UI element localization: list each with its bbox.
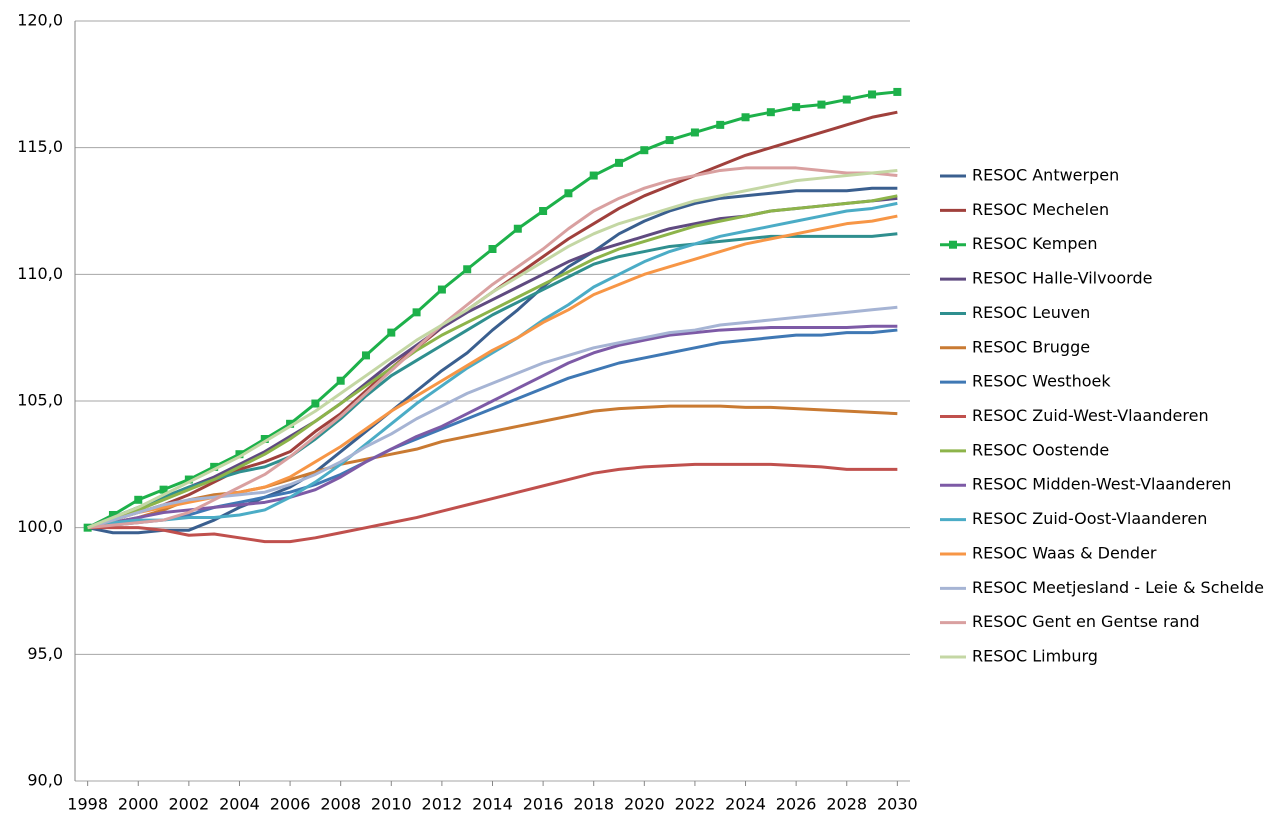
series-marker [513, 224, 522, 233]
series-marker [766, 108, 775, 117]
y-tick-label: 120,0 [17, 11, 63, 30]
legend-label: RESOC Brugge [972, 337, 1090, 356]
series-line [87, 404, 898, 530]
series-marker [868, 90, 877, 99]
x-tick-label: 2026 [776, 795, 817, 814]
series-line [87, 324, 898, 530]
y-tick-label: 95,0 [27, 644, 63, 663]
series-marker [716, 120, 725, 129]
x-tick-label: 2016 [523, 795, 564, 814]
legend-label: RESOC Zuid-West-Vlaanderen [972, 406, 1209, 425]
series-marker [311, 399, 320, 408]
x-tick-label: 2024 [725, 795, 766, 814]
series-marker [235, 450, 244, 459]
x-tick-label: 2014 [472, 795, 513, 814]
legend-label: RESOC Oostende [972, 440, 1109, 459]
series-marker [893, 87, 902, 96]
series-marker [640, 146, 649, 155]
series-marker [842, 95, 851, 104]
x-tick-label: 2028 [826, 795, 867, 814]
x-tick-label: 2020 [624, 795, 665, 814]
y-tick-label: 115,0 [17, 137, 63, 156]
series-line [87, 201, 898, 530]
y-tick-label: 105,0 [17, 391, 63, 410]
series-marker [463, 265, 472, 274]
series-marker [387, 328, 396, 337]
series-marker [741, 113, 750, 122]
x-tick-label: 1998 [67, 795, 108, 814]
series-marker [108, 511, 117, 519]
series-marker [184, 475, 193, 484]
legend-label: RESOC Kempen [972, 234, 1098, 253]
series-marker [159, 485, 168, 494]
series-line [87, 232, 898, 530]
series-line [87, 462, 898, 544]
legend-label: RESOC Gent en Gentse rand [972, 612, 1200, 631]
legend-label: RESOC Meetjesland - Leie & Schelde [972, 578, 1264, 597]
series-marker [336, 376, 345, 385]
legend-label: RESOC Limburg [972, 647, 1098, 666]
series-line [87, 166, 898, 530]
legend-label: RESOC Waas & Dender [972, 543, 1157, 562]
series-marker [817, 100, 826, 109]
x-tick-label: 2030 [877, 795, 918, 814]
y-tick-label: 100,0 [17, 517, 63, 536]
series-marker [488, 245, 497, 253]
series-line [87, 194, 898, 530]
legend-marker [949, 240, 957, 249]
legend-label: RESOC Midden-West-Vlaanderen [972, 475, 1231, 494]
y-tick-label: 90,0 [27, 771, 63, 790]
legend-label: RESOC Halle-Vilvoorde [972, 269, 1152, 288]
series-marker [589, 171, 598, 180]
series-marker [437, 285, 446, 294]
series-marker [615, 158, 624, 167]
legend-label: RESOC Westhoek [972, 372, 1111, 391]
x-tick-label: 2018 [573, 795, 614, 814]
series-marker [260, 435, 269, 443]
series-marker [539, 207, 548, 215]
legend-label: RESOC Zuid-Oost-Vlaanderen [972, 509, 1207, 528]
y-tick-label: 110,0 [17, 264, 63, 283]
series-marker [690, 128, 699, 137]
series-marker [361, 351, 370, 360]
x-tick-label: 2022 [675, 795, 716, 814]
series-marker [792, 103, 801, 112]
x-tick-label: 2006 [270, 795, 311, 814]
series-marker [665, 136, 674, 145]
series-marker [134, 495, 143, 504]
series-marker [210, 462, 219, 471]
x-tick-label: 2000 [118, 795, 159, 814]
x-tick-label: 2010 [371, 795, 412, 814]
series-line [87, 168, 898, 530]
series-marker [412, 308, 421, 317]
x-tick-label: 2004 [219, 795, 260, 814]
legend-label: RESOC Leuven [972, 303, 1090, 322]
legend-label: RESOC Antwerpen [972, 166, 1119, 185]
x-tick-label: 2012 [422, 795, 463, 814]
x-tick-label: 2002 [169, 795, 210, 814]
series-marker [564, 189, 573, 198]
series-marker [286, 419, 295, 428]
x-tick-label: 2008 [320, 795, 361, 814]
legend-label: RESOC Mechelen [972, 200, 1109, 219]
